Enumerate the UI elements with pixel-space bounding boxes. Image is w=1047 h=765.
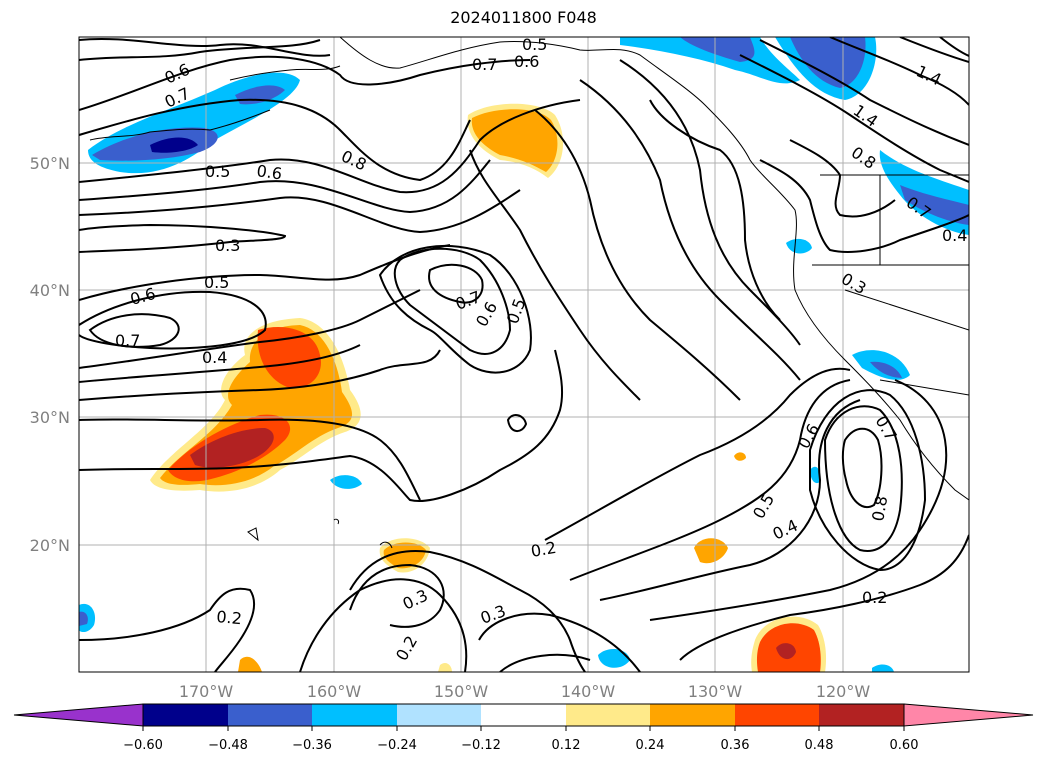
colorbar: −0.60 −0.48 −0.36 −0.24 −0.12 0.12 0.24 … bbox=[13, 703, 1034, 753]
colorbar-tick-label: −0.48 bbox=[208, 738, 248, 753]
lon-tick-label: 140°W bbox=[561, 682, 616, 701]
colorbar-tick-label: 0.24 bbox=[636, 738, 665, 753]
colorbar-segment bbox=[397, 704, 481, 726]
colorbar-tick-label: −0.60 bbox=[123, 738, 163, 753]
orange-patch-2 bbox=[694, 538, 728, 564]
contour-label: 0.6 bbox=[514, 52, 539, 71]
colorbar-tick-label: −0.24 bbox=[377, 738, 417, 753]
colorbar-frame bbox=[142, 703, 905, 727]
contour-label: 0.4 bbox=[202, 348, 227, 367]
colorbar-segment bbox=[228, 704, 312, 726]
contour-label: 0.6 bbox=[255, 161, 283, 183]
colorbar-segment bbox=[819, 704, 904, 726]
colorbar-tick-label: −0.12 bbox=[461, 738, 501, 753]
graticule bbox=[79, 37, 969, 672]
blue-patch-6 bbox=[872, 664, 894, 672]
colorbar-segment bbox=[312, 704, 397, 726]
colorbar-segment bbox=[650, 704, 735, 726]
contour-label: 0.5 bbox=[522, 35, 547, 54]
yellow-patch-5 bbox=[438, 662, 452, 672]
orange-anomaly-nep bbox=[471, 109, 558, 172]
colorbar-segment bbox=[143, 704, 228, 726]
orange-patch-4 bbox=[238, 656, 262, 672]
lon-tick-label: 120°W bbox=[816, 682, 871, 701]
contour-label: 0.7 bbox=[115, 331, 140, 350]
darkblue-patch-4 bbox=[79, 611, 88, 626]
lat-tick-labels: 50°N 40°N 30°N 20°N bbox=[30, 154, 70, 555]
darkblue-anomaly-ne1 bbox=[680, 37, 755, 62]
contour-label: 0.3 bbox=[215, 236, 240, 255]
contour-label: 0.5 bbox=[205, 162, 230, 181]
darkred-anomaly-west bbox=[190, 428, 274, 468]
contour-label: 0.5 bbox=[204, 273, 229, 292]
lat-tick-label: 20°N bbox=[30, 536, 70, 555]
lon-tick-label: 150°W bbox=[434, 682, 489, 701]
contour-label: 0.8 bbox=[868, 494, 891, 522]
darkblue-anomaly-pnw bbox=[900, 185, 969, 225]
map-title: 2024011800 F048 bbox=[450, 8, 597, 27]
colorbar-tick-label: 0.48 bbox=[805, 738, 834, 753]
colorbar-segment bbox=[566, 704, 650, 726]
lat-tick-label: 40°N bbox=[30, 281, 70, 300]
colorbar-segment bbox=[481, 704, 566, 726]
coastlines bbox=[89, 37, 969, 549]
shaded-regions bbox=[79, 37, 969, 672]
colorbar-extend-high bbox=[903, 703, 1034, 727]
colorbar-tick-label: 0.36 bbox=[721, 738, 750, 753]
colorbar-segment bbox=[735, 704, 819, 726]
lon-tick-label: 160°W bbox=[307, 682, 362, 701]
lat-tick-label: 50°N bbox=[30, 154, 70, 173]
contour-label: 0.2 bbox=[216, 607, 243, 628]
contour-label: 0.7 bbox=[472, 55, 497, 74]
blue-patch-7 bbox=[810, 466, 821, 484]
navy-anomaly-nw bbox=[150, 137, 198, 153]
blue-patch-3 bbox=[330, 475, 362, 489]
colorbar-tick-label: 0.60 bbox=[890, 738, 919, 753]
map-frame bbox=[78, 36, 970, 673]
colorbar-tick-label: 0.12 bbox=[552, 738, 581, 753]
contour-lines bbox=[79, 37, 969, 672]
blue-patch-5 bbox=[598, 648, 630, 668]
orange-patch-3 bbox=[734, 452, 746, 461]
contour-label: 0.2 bbox=[529, 538, 557, 561]
lon-tick-labels: 170°W 160°W 150°W 140°W 130°W 120°W bbox=[179, 682, 871, 701]
colorbar-extend-low bbox=[13, 703, 144, 727]
red-anomaly-west-n bbox=[257, 327, 321, 389]
darkblue-patch-2 bbox=[870, 361, 902, 378]
blue-patch-1 bbox=[786, 238, 812, 254]
blue-anomaly-ne1 bbox=[620, 37, 800, 84]
lat-tick-label: 30°N bbox=[30, 408, 70, 427]
lon-tick-label: 130°W bbox=[688, 682, 743, 701]
lon-tick-label: 170°W bbox=[179, 682, 234, 701]
orange-patch-hawaii bbox=[383, 542, 426, 569]
contour-label: 0.2 bbox=[862, 588, 887, 607]
darkred-anomaly-se bbox=[776, 643, 796, 660]
darkblue-anomaly-ne2 bbox=[790, 37, 866, 88]
colorbar-tick-label: −0.36 bbox=[292, 738, 332, 753]
contour-label: 0.4 bbox=[942, 226, 967, 245]
